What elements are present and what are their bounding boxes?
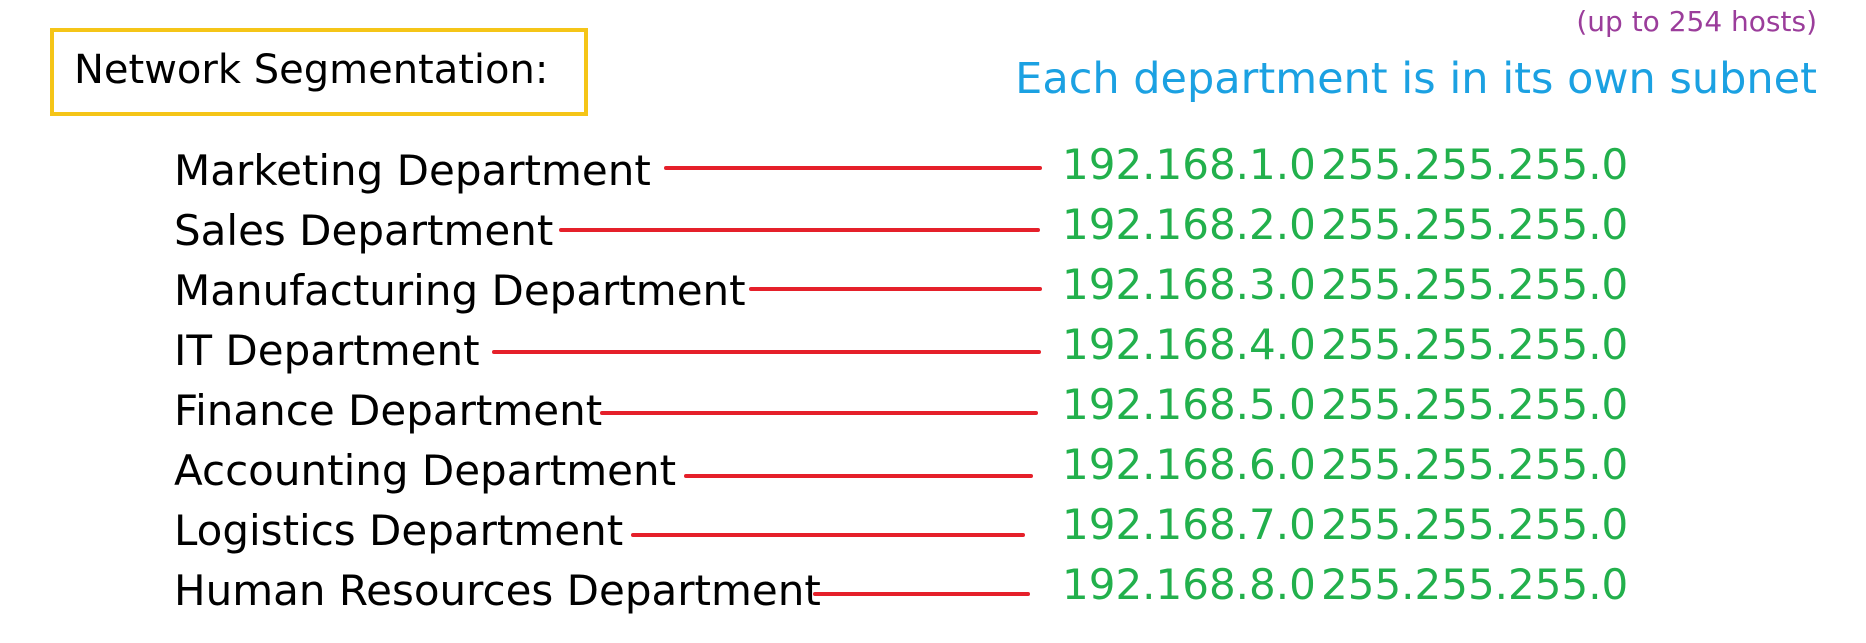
page-title: Network Segmentation:: [74, 47, 549, 93]
subnet-mask: 255.255.255.0: [1321, 260, 1629, 309]
connector-line: [664, 166, 1042, 170]
connector-line: [600, 411, 1038, 415]
subnet-heading: Each department is in its own subnet: [1015, 54, 1817, 104]
connector-line: [631, 533, 1025, 537]
network-address: 192.168.5.0: [1062, 380, 1316, 429]
subnet-mask: 255.255.255.0: [1321, 440, 1629, 489]
subnet-mask: 255.255.255.0: [1321, 560, 1629, 609]
department-row: Marketing Department 192.168.1.0 255.255…: [0, 144, 1866, 210]
department-row: Manufacturing Department 192.168.3.0 255…: [0, 264, 1866, 330]
network-address: 192.168.4.0: [1062, 320, 1316, 369]
department-name: Sales Department: [174, 206, 554, 255]
department-row: Human Resources Department 192.168.8.0 2…: [0, 564, 1866, 630]
network-address: 192.168.2.0: [1062, 200, 1316, 249]
network-address: 192.168.6.0: [1062, 440, 1316, 489]
department-row: Logistics Department 192.168.7.0 255.255…: [0, 504, 1866, 570]
department-name: Manufacturing Department: [174, 266, 746, 315]
connector-line: [559, 228, 1040, 232]
connector-line: [813, 592, 1030, 596]
network-address: 192.168.3.0: [1062, 260, 1316, 309]
department-row: Sales Department 192.168.2.0 255.255.255…: [0, 204, 1866, 270]
connector-line: [492, 350, 1041, 354]
network-address: 192.168.7.0: [1062, 500, 1316, 549]
network-address: 192.168.8.0: [1062, 560, 1316, 609]
connector-line: [749, 287, 1042, 291]
subnet-mask: 255.255.255.0: [1321, 500, 1629, 549]
department-name: Human Resources Department: [174, 566, 821, 615]
department-name: Accounting Department: [174, 446, 677, 495]
subnet-mask: 255.255.255.0: [1321, 200, 1629, 249]
department-row: IT Department 192.168.4.0 255.255.255.0: [0, 324, 1866, 390]
department-row: Finance Department 192.168.5.0 255.255.2…: [0, 384, 1866, 450]
department-name: Marketing Department: [174, 146, 651, 195]
hosts-note: (up to 254 hosts): [1576, 5, 1817, 38]
department-row: Accounting Department 192.168.6.0 255.25…: [0, 444, 1866, 510]
department-name: Logistics Department: [174, 506, 624, 555]
title-box: [50, 28, 588, 116]
subnet-mask: 255.255.255.0: [1321, 320, 1629, 369]
connector-line: [684, 474, 1033, 478]
department-name: IT Department: [174, 326, 480, 375]
subnet-mask: 255.255.255.0: [1321, 140, 1629, 189]
department-name: Finance Department: [174, 386, 603, 435]
subnet-mask: 255.255.255.0: [1321, 380, 1629, 429]
network-address: 192.168.1.0: [1062, 140, 1316, 189]
